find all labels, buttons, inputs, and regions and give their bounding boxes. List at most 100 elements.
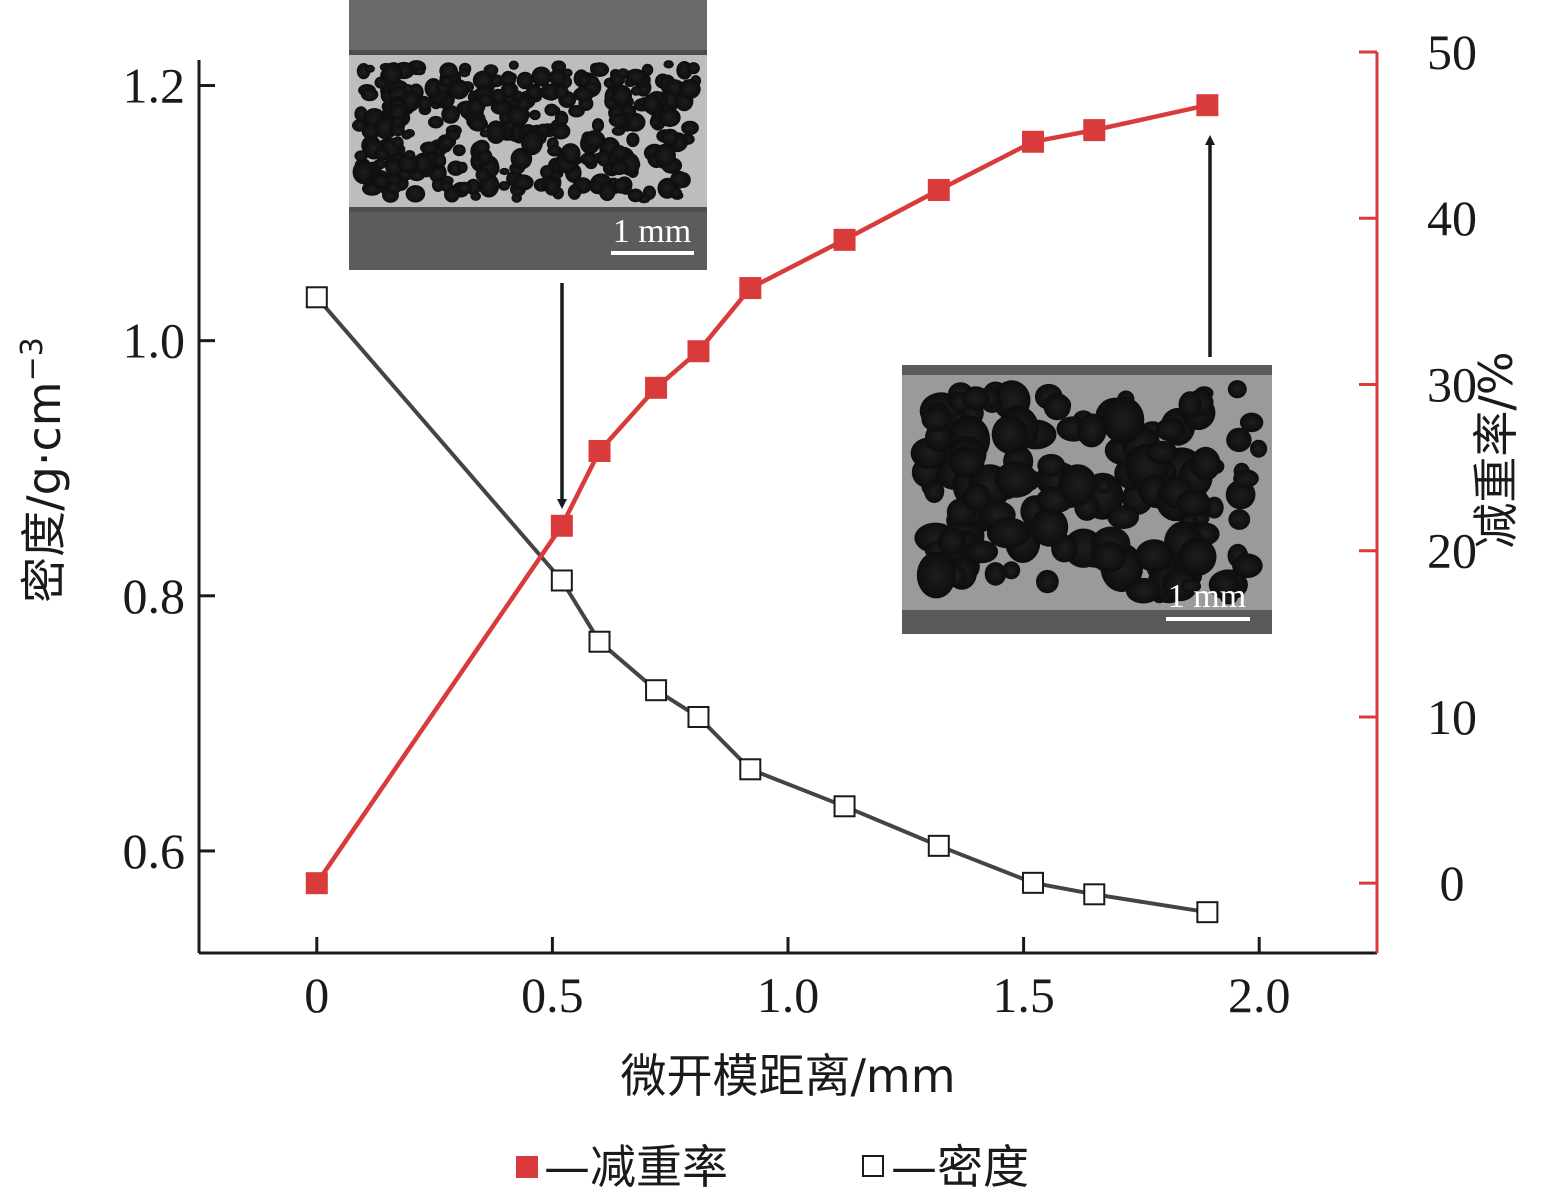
foam-cell	[408, 170, 425, 182]
foam-cell	[590, 62, 610, 77]
x-tick-label: 0	[304, 967, 329, 1023]
foam-cell	[1091, 541, 1127, 573]
x-tick-label: 0.5	[521, 967, 584, 1023]
right-y-tick-label: 20	[1427, 523, 1477, 579]
weight-loss-point	[1022, 130, 1045, 153]
weight-loss-point	[687, 340, 710, 363]
foam-cell	[452, 144, 466, 157]
svg-text:密度/g·cm−3: 密度/g·cm−3	[15, 337, 71, 603]
foam-cell	[547, 145, 563, 157]
foam-cell	[1250, 439, 1268, 458]
foam-cell	[391, 136, 404, 150]
legend-label-density: —密度	[891, 1140, 1029, 1194]
density-point	[1022, 871, 1045, 894]
foam-cell	[1190, 446, 1221, 481]
foam-cell	[403, 84, 414, 93]
foam-cell	[441, 104, 460, 124]
foam-cell	[949, 446, 985, 478]
foam-cell	[1095, 478, 1112, 494]
inset-2-cells	[910, 380, 1268, 605]
weight-loss-point	[927, 178, 950, 201]
foam-cell	[609, 160, 629, 176]
foam-cell	[439, 180, 453, 192]
foam-cell	[373, 147, 390, 161]
foam-cell	[1125, 577, 1161, 604]
foam-cell	[1043, 393, 1071, 421]
foam-cell	[414, 67, 426, 76]
foam-cell	[1232, 553, 1263, 578]
foam-cell	[583, 130, 606, 149]
foam-cell	[613, 177, 629, 194]
density-point	[833, 795, 856, 818]
foam-cell	[354, 150, 369, 162]
inset-1-bottom-band	[349, 212, 707, 270]
foam-cell	[1180, 578, 1202, 594]
foam-cell	[1220, 592, 1238, 605]
inset-micrograph-2: 1 mm	[902, 365, 1272, 634]
foam-cell	[921, 407, 952, 432]
left-y-tick-label: 1.0	[123, 313, 186, 369]
foam-cell	[391, 125, 405, 137]
foam-cell	[554, 110, 569, 127]
foam-cell	[568, 105, 585, 118]
foam-cell	[551, 123, 571, 140]
foam-cell	[687, 62, 700, 75]
foam-cell	[991, 415, 1028, 454]
plot-area: 0 0.5 1.0 1.5 2.0 0.6 0.8 1.0 1.2 0 10 20 30 40 50	[123, 24, 1478, 1023]
foam-cell	[567, 184, 582, 200]
foam-cell	[389, 103, 407, 122]
density-point	[1083, 883, 1106, 906]
foam-cell	[642, 94, 661, 114]
foam-cell	[360, 87, 379, 102]
foam-cell	[608, 113, 629, 128]
weight-loss-point	[645, 376, 668, 399]
foam-cell	[544, 178, 561, 196]
x-axis-title: 微开模距离/mm	[620, 1049, 955, 1103]
foam-cell	[580, 152, 598, 166]
right-y-tick-label: 30	[1427, 356, 1477, 412]
foam-cell	[420, 141, 438, 155]
legend-marker-density	[862, 1155, 884, 1177]
weight-loss-point	[1196, 94, 1219, 117]
inset-1-top-band	[349, 0, 707, 50]
foam-cell	[573, 86, 594, 102]
foam-cell	[1239, 412, 1264, 433]
foam-cell	[560, 143, 581, 164]
foam-cell	[965, 540, 999, 564]
foam-cell	[1002, 561, 1021, 580]
foam-cell	[1228, 509, 1251, 530]
foam-cell	[626, 132, 640, 148]
foam-cell	[404, 150, 416, 160]
foam-cell	[405, 185, 426, 203]
series-markers	[305, 94, 1219, 924]
foam-cell	[1076, 413, 1107, 448]
foam-cell	[529, 109, 541, 121]
foam-cell	[587, 75, 599, 86]
foam-cell	[1227, 380, 1247, 399]
foam-cell	[388, 86, 409, 103]
foam-cell	[596, 149, 612, 167]
foam-cell	[374, 116, 396, 140]
foam-cell	[540, 165, 555, 179]
foam-cell	[474, 139, 490, 154]
foam-cell	[1135, 539, 1173, 572]
foam-cell	[654, 143, 676, 168]
density-point	[550, 569, 573, 592]
legend-label-weight-loss: —减重率	[544, 1140, 728, 1194]
right-y-tick-label: 50	[1427, 24, 1477, 80]
foam-cell	[371, 174, 391, 189]
foam-cell	[1058, 464, 1097, 506]
foam-cell	[508, 60, 519, 70]
weight-loss-point	[739, 277, 762, 300]
density-point	[927, 834, 950, 857]
foam-cell	[937, 527, 967, 556]
foam-cell	[1037, 453, 1066, 477]
left-y-tick-label: 1.2	[123, 58, 186, 114]
foam-cell	[962, 483, 992, 512]
foam-cell	[472, 70, 494, 90]
foam-cell	[1210, 573, 1240, 595]
foam-cell	[1178, 537, 1217, 576]
foam-cell	[531, 66, 552, 87]
foam-cell	[352, 159, 375, 185]
right-y-tick-label: 10	[1427, 689, 1477, 745]
